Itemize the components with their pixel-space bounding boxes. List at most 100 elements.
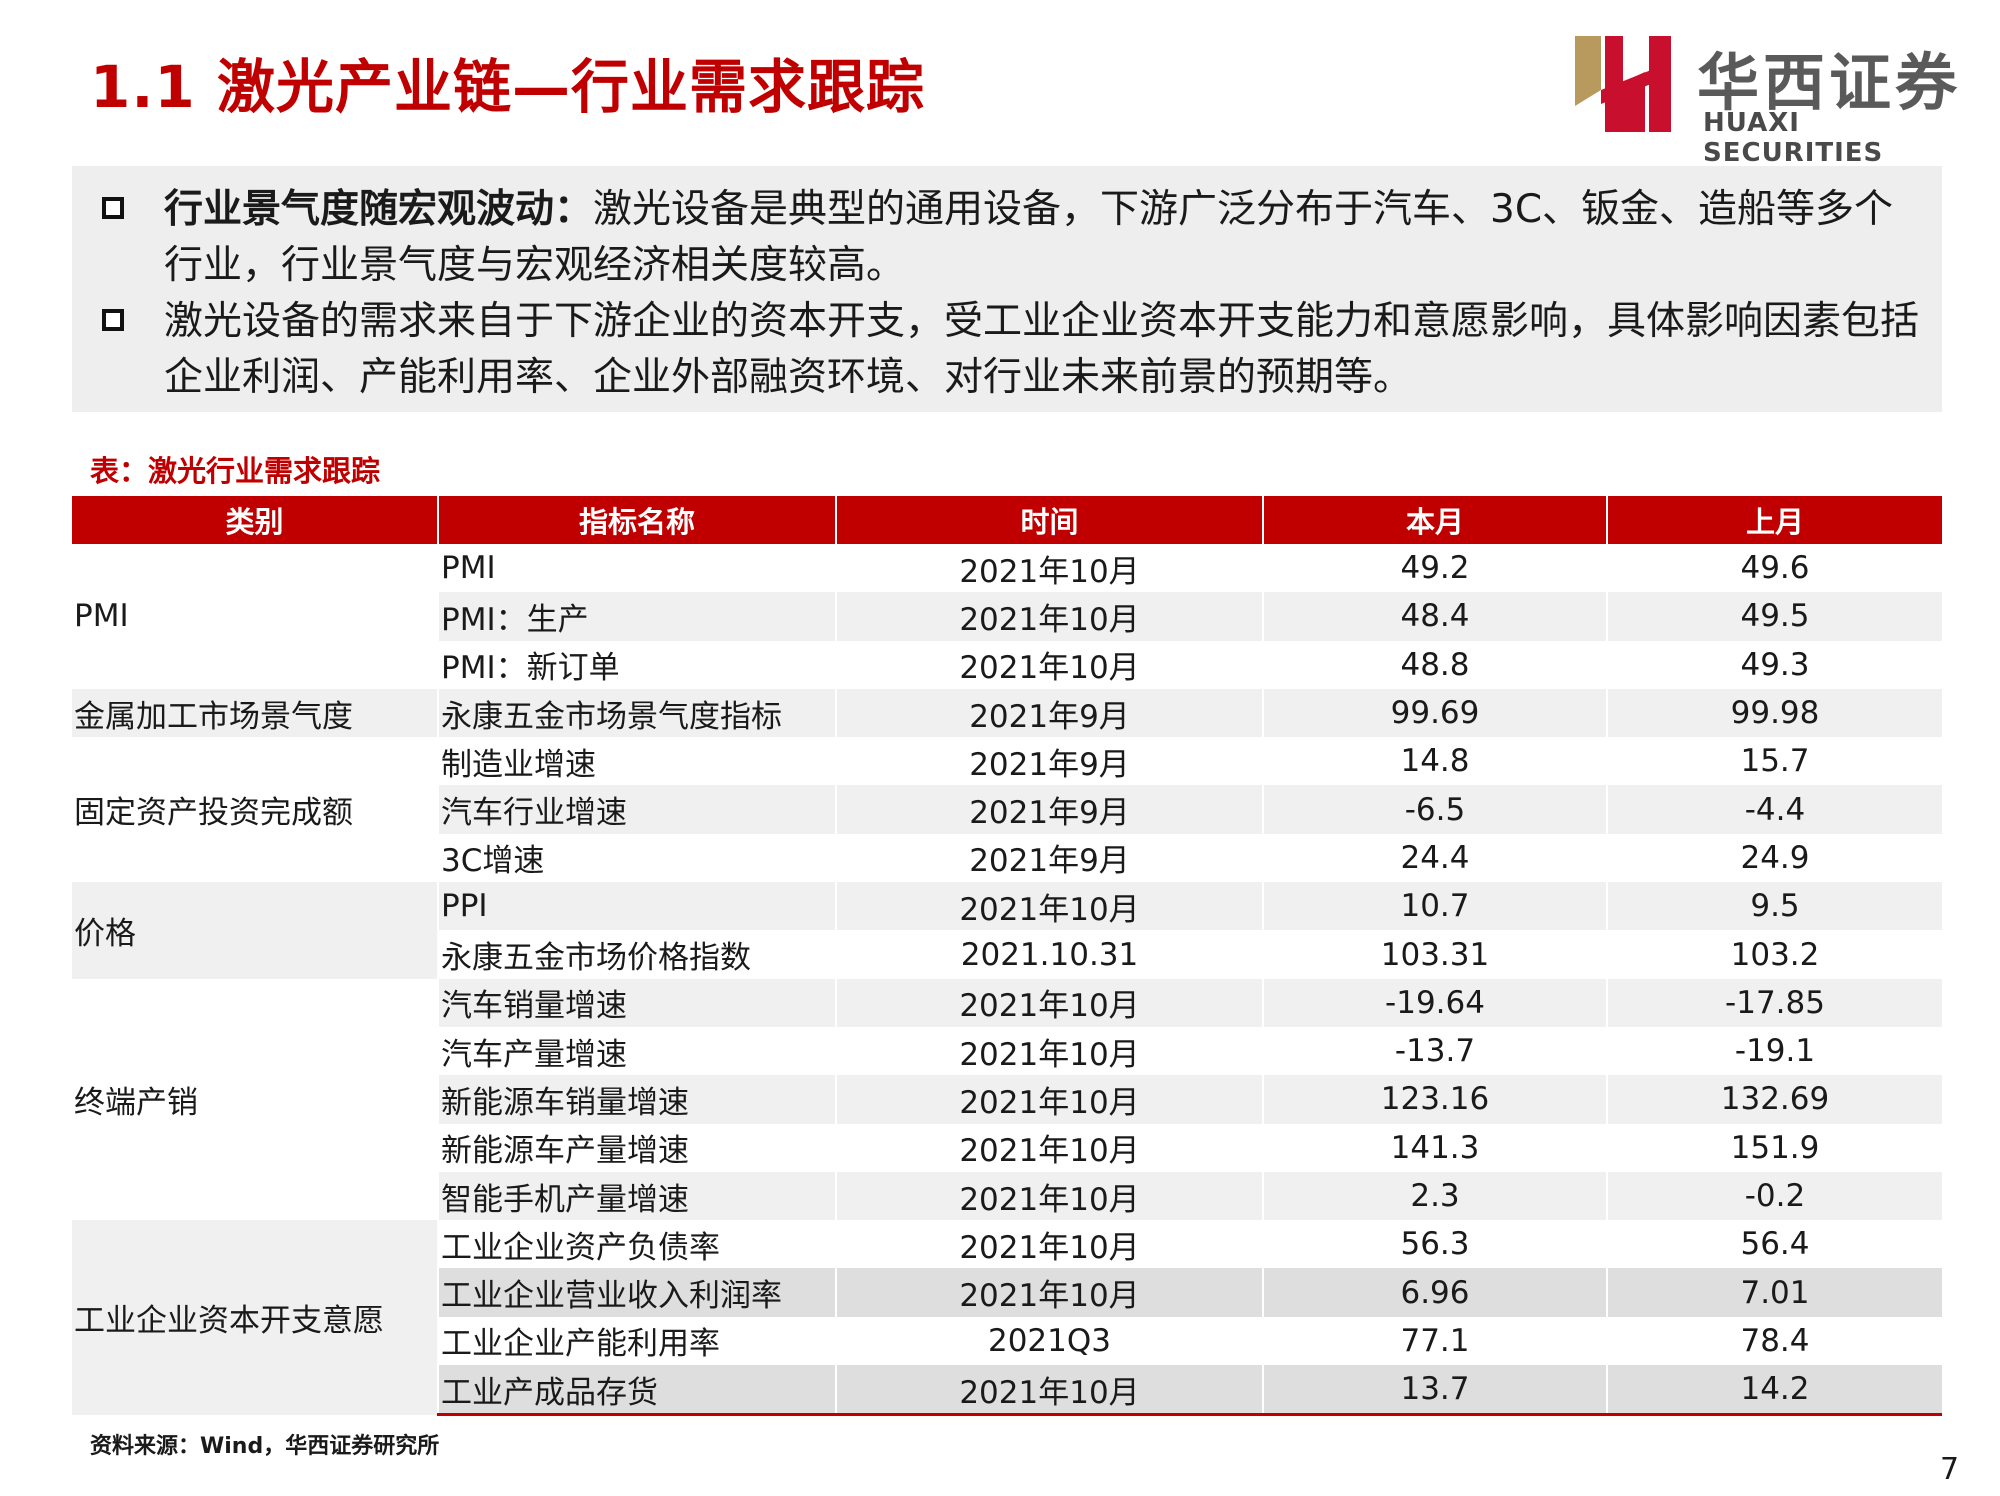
table-row: 汽车行业增速 2021年9月 -6.5 -4.4 <box>72 785 1942 834</box>
category-cell: 价格 <box>72 882 438 979</box>
table-row: 工业企业产能利用率 2021Q3 77.1 78.4 <box>72 1316 1942 1366</box>
table-row: 固定资产投资完成额 制造业增速 2021年9月 14.8 15.7 <box>72 737 1942 883</box>
last-month-value: 56.4 <box>1606 1220 1942 1269</box>
this-month-value: 49.2 <box>1262 544 1607 593</box>
this-month-value: 103.31 <box>1262 930 1607 979</box>
huaxi-logo: 华西证券 HUAXI SECURITIES <box>1575 32 1985 168</box>
bullet-item: 行业景气度随宏观波动：激光设备是典型的通用设备，下游广泛分布于汽车、3C、钣金、… <box>92 182 1922 294</box>
time-cell: 2021年10月 <box>835 978 1263 1027</box>
table-row: 终端产销 汽车销量增速 2021年10月 -19.64 -17.85 <box>72 978 1942 1221</box>
last-month-value: 14.2 <box>1606 1365 1942 1417</box>
time-cell: 2021年10月 <box>835 1171 1263 1221</box>
intro-panel: 行业景气度随宏观波动：激光设备是典型的通用设备，下游广泛分布于汽车、3C、钣金、… <box>72 166 1942 412</box>
indicator-name-cell: 智能手机产量增速 <box>437 1171 836 1221</box>
last-month-value: 15.7 <box>1606 737 1942 786</box>
time-cell: 2021年10月 <box>835 1123 1263 1172</box>
this-month-value: -6.5 <box>1262 785 1607 834</box>
this-month-value: 24.4 <box>1262 833 1607 883</box>
table-row: 价格 PPI 2021年10月 10.7 9.5 <box>72 882 1942 979</box>
time-cell: 2021年10月 <box>835 1075 1263 1124</box>
slide-title: 1.1 激光产业链—行业需求跟踪 <box>90 53 925 121</box>
this-month-value: 141.3 <box>1262 1123 1607 1172</box>
indicator-name-cell: 工业企业产能利用率 <box>437 1316 836 1366</box>
time-cell: 2021年10月 <box>835 1268 1263 1317</box>
this-month-value: 13.7 <box>1262 1365 1607 1417</box>
category-cell: PMI <box>72 544 438 689</box>
table-row: 工业企业营业收入利润率 2021年10月 6.96 7.01 <box>72 1268 1942 1317</box>
this-month-value: 48.8 <box>1262 640 1607 689</box>
table-row: 汽车产量增速 2021年10月 -13.7 -19.1 <box>72 1026 1942 1076</box>
this-month-value: 99.69 <box>1262 688 1607 738</box>
indicator-name-cell: 新能源车产量增速 <box>437 1123 836 1172</box>
indicator-name-cell: 工业产成品存货 <box>437 1365 836 1417</box>
this-month-value: 6.96 <box>1262 1268 1607 1317</box>
time-cell: 2021.10.31 <box>835 930 1263 979</box>
this-month-value: 56.3 <box>1262 1220 1607 1269</box>
table-row: 智能手机产量增速 2021年10月 2.3 -0.2 <box>72 1171 1942 1221</box>
header-last-month: 上月 <box>1606 496 1942 544</box>
demand-tracking-table: 类别 指标名称 时间 本月 上月 PMI PMI 2021年10月 49.2 49.6 P… <box>72 496 1942 1417</box>
indicator-name-cell: 永康五金市场价格指数 <box>437 930 836 979</box>
table-row: 永康五金市场价格指数 2021.10.31 103.31 103.2 <box>72 930 1942 979</box>
table-row: 新能源车产量增速 2021年10月 141.3 151.9 <box>72 1123 1942 1172</box>
table-row: 工业产成品存货 2021年10月 13.7 14.2 <box>72 1365 1942 1417</box>
indicator-name-cell: 汽车销量增速 <box>437 978 836 1027</box>
header-time: 时间 <box>835 496 1263 544</box>
table-row: PMI：新订单 2021年10月 48.8 49.3 <box>72 640 1942 689</box>
table-row: PMI PMI 2021年10月 49.2 49.6 <box>72 544 1942 689</box>
last-month-value: -19.1 <box>1606 1026 1942 1076</box>
last-month-value: 151.9 <box>1606 1123 1942 1172</box>
category-cell: 固定资产投资完成额 <box>72 737 438 883</box>
time-cell: 2021年10月 <box>835 1026 1263 1076</box>
logo-chinese-name: 华西证券 <box>1697 46 1962 119</box>
this-month-value: 123.16 <box>1262 1075 1607 1124</box>
time-cell: 2021年9月 <box>835 737 1263 786</box>
last-month-value: -4.4 <box>1606 785 1942 834</box>
time-cell: 2021年9月 <box>835 785 1263 834</box>
last-month-value: 132.69 <box>1606 1075 1942 1124</box>
last-month-value: 7.01 <box>1606 1268 1942 1317</box>
last-month-value: 99.98 <box>1606 688 1942 738</box>
table-row: 3C增速 2021年9月 24.4 24.9 <box>72 833 1942 883</box>
time-cell: 2021年10月 <box>835 640 1263 689</box>
header-this-month: 本月 <box>1262 496 1607 544</box>
page-number: 7 <box>1940 1452 1960 1487</box>
header-category: 类别 <box>72 496 438 544</box>
this-month-value: 48.4 <box>1262 592 1607 641</box>
indicator-name-cell: 汽车产量增速 <box>437 1026 836 1076</box>
this-month-value: -13.7 <box>1262 1026 1607 1076</box>
table-caption: 表：激光行业需求跟踪 <box>90 454 381 488</box>
header-indicator: 指标名称 <box>437 496 836 544</box>
time-cell: 2021年10月 <box>835 1220 1263 1269</box>
indicator-name-cell: 制造业增速 <box>437 737 836 786</box>
indicator-name-cell: 工业企业资产负债率 <box>437 1220 836 1269</box>
indicator-name-cell: PMI：生产 <box>437 592 836 641</box>
last-month-value: -17.85 <box>1606 978 1942 1027</box>
indicator-name-cell: 汽车行业增速 <box>437 785 836 834</box>
time-cell: 2021年10月 <box>835 882 1263 931</box>
last-month-value: 49.6 <box>1606 544 1942 593</box>
last-month-value: 24.9 <box>1606 833 1942 883</box>
table-row: 新能源车销量增速 2021年10月 123.16 132.69 <box>72 1075 1942 1124</box>
this-month-value: 2.3 <box>1262 1171 1607 1221</box>
time-cell: 2021年10月 <box>835 1365 1263 1417</box>
time-cell: 2021年9月 <box>835 833 1263 883</box>
square-bullet-icon <box>102 309 124 331</box>
bullet-text: 激光设备的需求来自于下游企业的资本开支，受工业企业资本开支能力和意愿影响，具体影… <box>164 299 1920 400</box>
last-month-value: 49.5 <box>1606 592 1942 641</box>
last-month-value: -0.2 <box>1606 1171 1942 1221</box>
table-row: 工业企业资本开支意愿 工业企业资产负债率 2021年10月 56.3 56.4 <box>72 1220 1942 1415</box>
time-cell: 2021Q3 <box>835 1316 1263 1366</box>
time-cell: 2021年10月 <box>835 544 1263 593</box>
this-month-value: 10.7 <box>1262 882 1607 931</box>
indicator-name-cell: 新能源车销量增速 <box>437 1075 836 1124</box>
huaxi-logo-icon <box>1575 36 1671 132</box>
last-month-value: 103.2 <box>1606 930 1942 979</box>
bullet-lead: 行业景气度随宏观波动： <box>164 187 594 232</box>
table-row: 金属加工市场景气度 永康五金市场景气度指标 2021年9月 99.69 99.98 <box>72 688 1942 738</box>
bullet-item: 激光设备的需求来自于下游企业的资本开支，受工业企业资本开支能力和意愿影响，具体影… <box>92 294 1922 406</box>
category-cell: 终端产销 <box>72 978 438 1221</box>
indicator-name-cell: 3C增速 <box>437 833 836 883</box>
this-month-value: 77.1 <box>1262 1316 1607 1366</box>
category-cell: 金属加工市场景气度 <box>72 688 438 738</box>
